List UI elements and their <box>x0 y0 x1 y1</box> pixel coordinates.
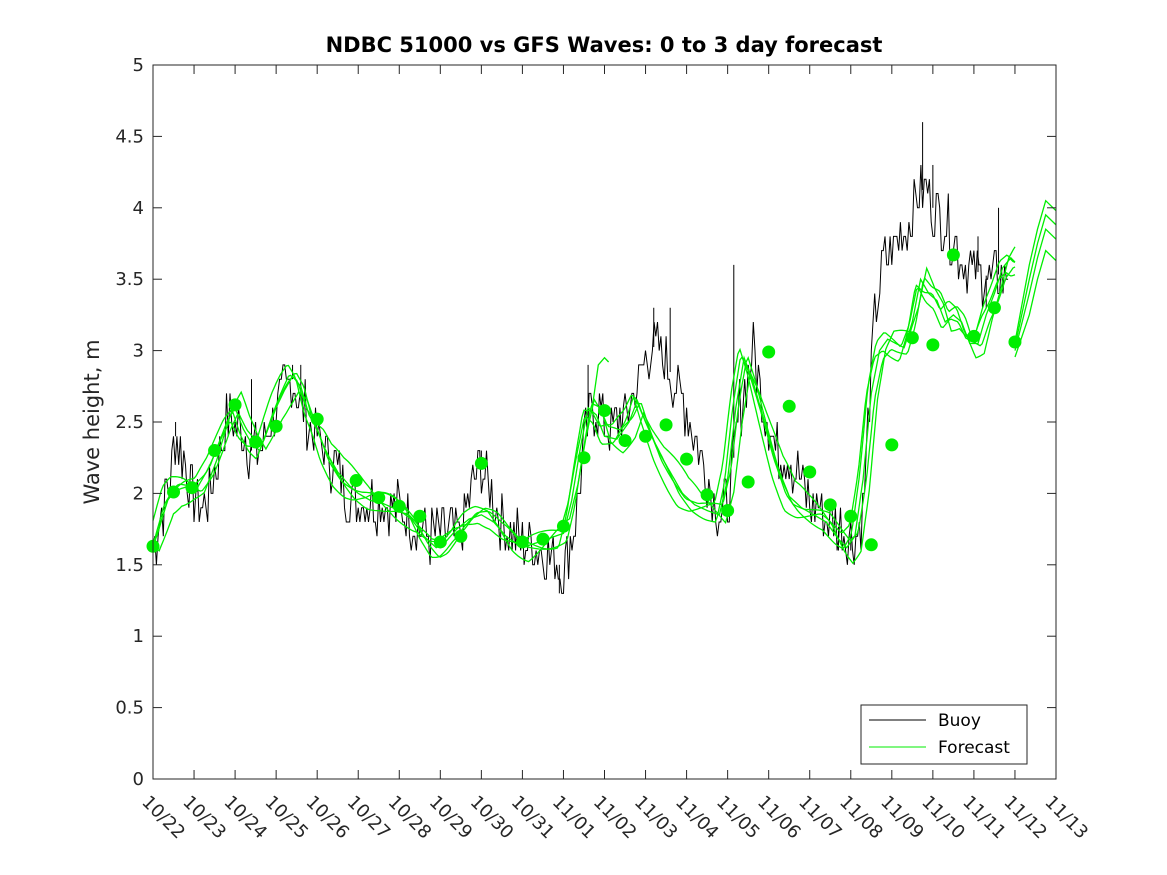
forecast-tail-line <box>1014 227 1057 351</box>
forecast-series-line <box>152 246 1016 565</box>
forecast-marker <box>700 488 714 502</box>
forecast-marker <box>762 345 776 359</box>
y-tick-label: 2.5 <box>115 412 144 433</box>
forecast-marker <box>536 532 550 546</box>
plot-area <box>146 122 1057 594</box>
forecast-marker <box>782 399 796 413</box>
forecast-marker <box>185 481 199 495</box>
y-tick-label: 0 <box>133 769 144 790</box>
forecast-marker <box>577 451 591 465</box>
forecast-marker <box>167 485 181 499</box>
forecast-marker <box>433 535 447 549</box>
forecast-tail-line <box>1014 199 1057 343</box>
forecast-marker <box>905 331 919 345</box>
legend-forecast-label: Forecast <box>938 738 1010 758</box>
forecast-marker <box>946 248 960 262</box>
forecast-marker <box>556 519 570 533</box>
forecast-marker <box>741 475 755 489</box>
y-tick-label: 4 <box>133 198 144 219</box>
forecast-marker <box>413 509 427 523</box>
forecast-tail-line <box>1014 249 1057 358</box>
y-tick-label: 5 <box>133 55 144 76</box>
forecast-marker <box>372 491 386 505</box>
forecast-marker <box>639 429 653 443</box>
forecast-marker <box>269 419 283 433</box>
y-axis-label: Wave height, m <box>80 339 104 504</box>
forecast-marker <box>1008 335 1022 349</box>
forecast-marker <box>349 474 363 488</box>
forecast-marker <box>823 498 837 512</box>
forecast-marker <box>967 329 981 343</box>
legend-box <box>860 704 1028 765</box>
y-tick-label: 0.5 <box>115 698 144 719</box>
y-tick-label: 1 <box>133 626 144 647</box>
legend: Buoy Forecast <box>860 704 1028 765</box>
forecast-tail-line <box>1014 213 1057 347</box>
forecast-marker <box>721 504 735 518</box>
legend-buoy-label: Buoy <box>938 711 981 731</box>
forecast-marker <box>618 434 632 448</box>
chart-title: NDBC 51000 vs GFS Waves: 0 to 3 day fore… <box>326 33 883 57</box>
forecast-marker <box>208 444 222 458</box>
forecast-marker <box>249 435 263 449</box>
forecast-marker <box>885 438 899 452</box>
forecast-marker <box>864 538 878 552</box>
forecast-marker <box>392 499 406 513</box>
y-tick-label: 3.5 <box>115 269 144 290</box>
y-axis: 0 0.5 1 1.5 2 2.5 3 3.5 4 4.5 5 <box>115 55 1056 790</box>
forecast-marker <box>803 465 817 479</box>
forecast-marker <box>844 509 858 523</box>
forecast-series-line <box>152 272 1016 559</box>
y-tick-label: 3 <box>133 341 144 362</box>
y-tick-label: 2 <box>133 483 144 504</box>
forecast-marker <box>926 338 940 352</box>
forecast-marker <box>987 301 1001 315</box>
forecast-marker <box>598 404 611 418</box>
forecast-marker <box>228 398 242 412</box>
forecast-bump-line <box>591 356 610 408</box>
forecast-marker <box>454 529 468 543</box>
y-tick-label: 4.5 <box>115 126 144 147</box>
forecast-marker <box>474 456 488 470</box>
forecast-marker <box>515 535 529 549</box>
forecast-marker <box>659 418 673 432</box>
forecast-marker <box>680 452 694 466</box>
y-tick-label: 1.5 <box>115 555 144 576</box>
forecast-marker <box>310 412 324 426</box>
